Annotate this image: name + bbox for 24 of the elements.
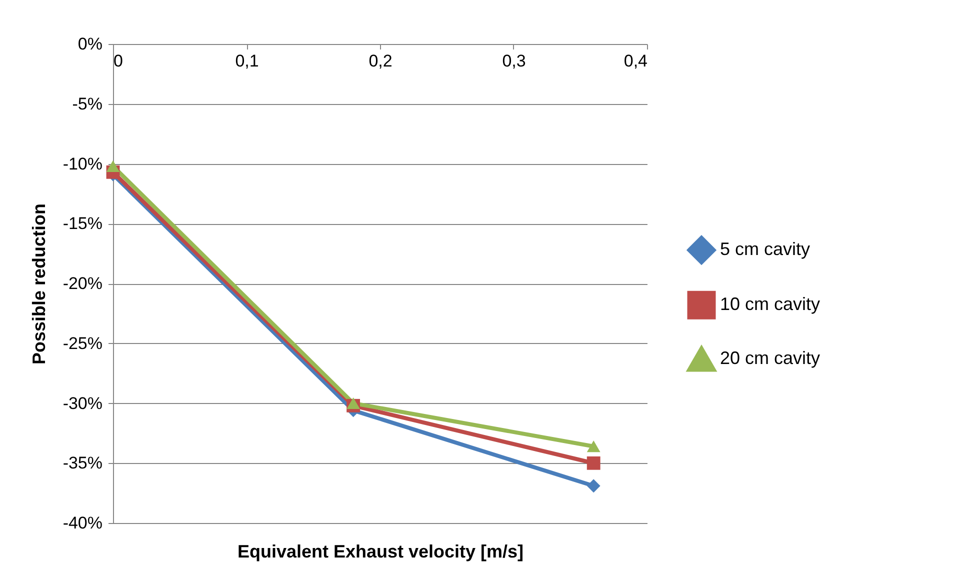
x-tick-label: 0 (114, 52, 123, 70)
y-tick-label: 0% (78, 34, 102, 54)
legend-label: 10 cm cavity (720, 294, 820, 314)
point (586, 456, 600, 470)
y-tick-label: -25% (62, 334, 102, 353)
x-tick-label: 0,4 (624, 52, 648, 70)
y-axis-title: Possible reduction (28, 203, 49, 365)
point (586, 440, 600, 452)
point (586, 479, 600, 493)
y-tick-label: -30% (62, 394, 102, 413)
x-tick-label: 0,2 (368, 52, 392, 70)
x-tick-label: 0,3 (502, 52, 526, 70)
y-tick-label: -20% (62, 274, 102, 293)
legend-label: 20 cm cavity (720, 348, 820, 368)
point (346, 397, 360, 410)
point (106, 160, 120, 172)
x-tick-label: 0,1 (235, 52, 259, 70)
legend-label: 5 cm cavity (720, 239, 810, 260)
y-tick-label: -40% (62, 514, 102, 532)
y-tick-label: -5% (72, 94, 102, 114)
y-tick-label: -10% (62, 154, 102, 174)
y-tick-label: -35% (62, 454, 102, 473)
x-axis-title: Equivalent Exhaust velocity [m/s] (237, 542, 524, 562)
y-tick-label: -15% (62, 214, 102, 234)
